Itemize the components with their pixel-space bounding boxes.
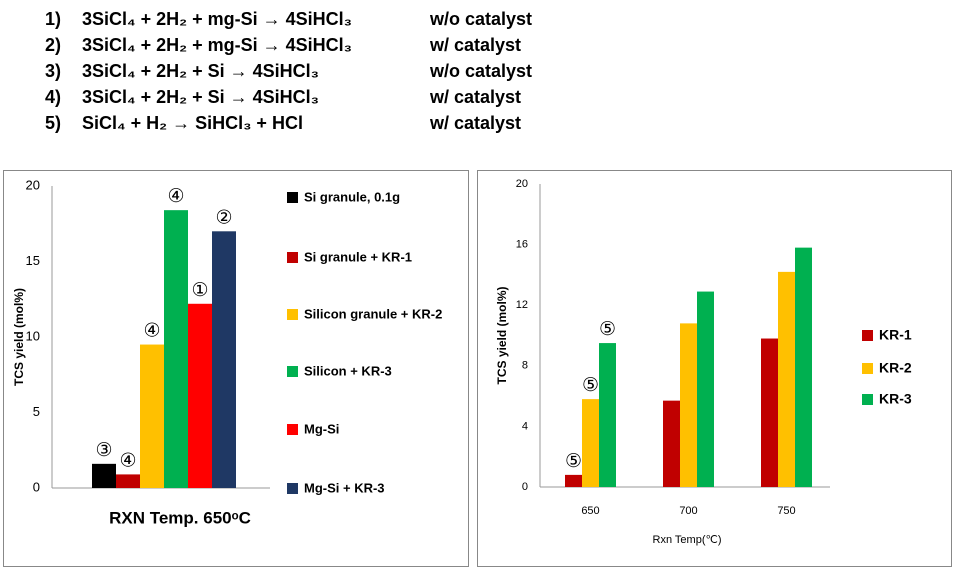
reaction-number: 1) (45, 9, 61, 29)
legend-swatch (862, 363, 873, 374)
legend-label: Mg-Si + KR-3 (304, 480, 385, 495)
y-tick-label: 16 (516, 239, 528, 251)
bar (212, 231, 236, 489)
y-tick-label: 20 (516, 178, 528, 190)
point-label: ① (191, 280, 208, 301)
y-tick-label: 15 (26, 253, 40, 268)
reaction-number: 4) (45, 87, 61, 107)
reaction-condition: w/o catalyst (429, 9, 532, 29)
legend-swatch (287, 366, 298, 377)
bar (761, 338, 778, 487)
y-tick-label: 4 (522, 420, 528, 432)
bar (795, 247, 812, 487)
point-label: ② (215, 207, 232, 228)
bar (778, 271, 795, 487)
y-tick-label: 10 (26, 328, 40, 343)
legend-swatch (287, 252, 298, 263)
bar (164, 210, 188, 488)
reaction-number: 5) (45, 113, 61, 133)
bar (565, 474, 582, 487)
point-label: ④ (119, 450, 136, 471)
reaction-condition: w/ catalyst (429, 87, 521, 107)
legend-label: KR-3 (879, 391, 912, 407)
x-tick-label: 700 (679, 505, 697, 517)
legend-swatch (287, 483, 298, 494)
reaction-number: 3) (45, 61, 61, 81)
reaction-equation: 3SiCl₄ + 2H₂ + mg-Si → 4SiHCl₃ (82, 35, 352, 55)
legend-swatch (287, 192, 298, 203)
legend-label: KR-1 (879, 327, 912, 343)
bar (680, 323, 697, 487)
point-label: ④ (143, 321, 160, 342)
bar (697, 291, 714, 487)
y-tick-label: 0 (522, 481, 528, 493)
y-tick-label: 5 (33, 404, 40, 419)
bar (92, 463, 116, 488)
legend-label: Si granule + KR-1 (304, 249, 412, 264)
y-tick-label: 12 (516, 299, 528, 311)
reaction-equation: 3SiCl₄ + 2H₂ + Si → 4SiHCl₃ (82, 61, 319, 81)
reaction-number: 2) (45, 35, 61, 55)
point-label: ③ (95, 440, 112, 461)
bar (116, 474, 140, 488)
y-axis-label: TCS yield (mol%) (495, 286, 509, 384)
point-label: ⑤ (565, 451, 582, 472)
bar (582, 399, 599, 487)
x-axis-label: Rxn Temp(℃) (653, 534, 722, 546)
reaction-equation: 3SiCl₄ + 2H₂ + Si → 4SiHCl₃ (82, 87, 319, 107)
bar (663, 400, 680, 487)
reaction-condition: w/ catalyst (429, 35, 521, 55)
legend-swatch (287, 424, 298, 435)
legend-label: Silicon granule + KR-2 (304, 306, 442, 321)
x-axis-label: RXN Temp. 650ᵒC (109, 508, 251, 527)
x-tick-label: 650 (581, 505, 599, 517)
point-label: ⑤ (582, 375, 599, 396)
legend-label: Mg-Si (304, 421, 339, 436)
bar (188, 303, 212, 488)
point-label: ⑤ (599, 319, 616, 340)
reaction-equation: SiCl₄ + H₂ → SiHCl₃ + HCl (82, 113, 303, 133)
chart-frame (3, 170, 469, 567)
x-tick-label: 750 (777, 505, 795, 517)
y-tick-label: 20 (26, 177, 40, 192)
y-tick-label: 0 (33, 479, 40, 494)
legend-swatch (287, 309, 298, 320)
legend-swatch (862, 330, 873, 341)
reaction-condition: w/ catalyst (429, 113, 521, 133)
legend-label: KR-2 (879, 360, 912, 376)
bar (140, 344, 164, 488)
y-axis-label: TCS yield (mol%) (12, 288, 26, 386)
chart-frame (477, 170, 952, 567)
reaction-equation: 3SiCl₄ + 2H₂ + mg-Si → 4SiHCl₃ (82, 9, 352, 29)
legend-swatch (862, 394, 873, 405)
point-label: ④ (167, 186, 184, 207)
reaction-condition: w/o catalyst (429, 61, 532, 81)
y-tick-label: 8 (522, 360, 528, 372)
legend-label: Silicon + KR-3 (304, 363, 392, 378)
bar (599, 343, 616, 487)
legend-label: Si granule, 0.1g (304, 189, 400, 204)
